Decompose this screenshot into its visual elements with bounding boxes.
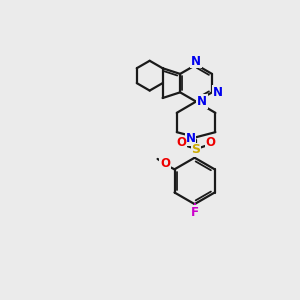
Text: S: S	[192, 143, 201, 156]
Text: O: O	[177, 136, 187, 149]
Text: N: N	[197, 95, 207, 108]
Text: O: O	[205, 136, 215, 149]
Text: N: N	[212, 86, 222, 99]
Text: N: N	[186, 132, 196, 145]
Text: F: F	[190, 206, 199, 219]
Text: N: N	[191, 55, 201, 68]
Text: O: O	[160, 158, 170, 170]
